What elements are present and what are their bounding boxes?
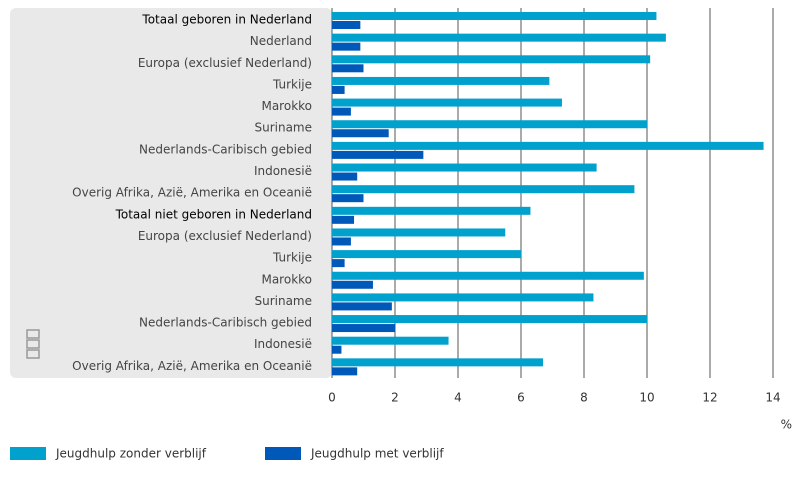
legend-label: Jeugdhulp met verblijf — [310, 447, 444, 461]
bar — [332, 55, 651, 64]
bar — [332, 33, 666, 42]
label-panel — [10, 8, 332, 378]
y-tick-label: Overig Afrika, Azië, Amerika en Oceanië — [72, 359, 312, 373]
bar — [332, 98, 562, 107]
bar — [332, 141, 764, 150]
bar — [332, 76, 550, 85]
x-tick-label: 8 — [580, 391, 588, 405]
bar — [332, 345, 342, 354]
y-tick-label: Indonesië — [254, 337, 312, 351]
bar — [332, 150, 424, 159]
bar — [332, 358, 544, 367]
bar — [332, 163, 597, 172]
bar — [332, 237, 351, 246]
bar — [332, 21, 361, 29]
bar — [332, 206, 531, 215]
x-tick-label: 4 — [454, 391, 462, 405]
bar — [332, 107, 351, 116]
x-tick-label: 6 — [517, 391, 525, 405]
y-tick-label: Nederlands-Caribisch gebied — [139, 316, 312, 330]
y-tick-label: Europa (exclusief Nederland) — [138, 56, 312, 70]
y-tick-label: Nederland — [250, 34, 312, 48]
y-tick-label: Totaal niet geboren in Nederland — [115, 207, 312, 221]
y-tick-label: Totaal geboren in Nederland — [141, 13, 312, 27]
y-tick-label: Turkije — [272, 251, 312, 265]
x-unit: % — [781, 418, 792, 432]
x-tick-label: 12 — [702, 391, 717, 405]
x-tick-label: 10 — [639, 391, 654, 405]
y-tick-label: Suriname — [254, 294, 312, 308]
bar — [332, 172, 358, 181]
bar — [332, 64, 364, 73]
bar — [332, 315, 647, 324]
y-tick-label: Indonesië — [254, 164, 312, 178]
y-tick-label: Suriname — [254, 121, 312, 135]
bar — [332, 336, 449, 345]
bar — [332, 85, 345, 94]
legend-label: Jeugdhulp zonder verblijf — [55, 447, 207, 461]
bar — [332, 324, 395, 333]
bar — [332, 129, 389, 138]
bar — [332, 12, 657, 20]
y-tick-label: Nederlands-Caribisch gebied — [139, 142, 312, 156]
bar — [332, 185, 635, 194]
x-tick-label: 14 — [765, 391, 780, 405]
y-tick-label: Marokko — [261, 272, 312, 286]
bar — [332, 280, 373, 289]
x-tick-label: 0 — [328, 391, 336, 405]
y-tick-label: Turkije — [272, 77, 312, 91]
legend-swatch — [265, 447, 301, 460]
y-tick-label: Marokko — [261, 99, 312, 113]
bar — [332, 120, 647, 129]
x-tick-label: 2 — [391, 391, 399, 405]
bar — [332, 302, 392, 311]
bar — [332, 194, 364, 203]
y-tick-label: Overig Afrika, Azië, Amerika en Oceanië — [72, 186, 312, 200]
legend-swatch — [10, 447, 46, 460]
y-tick-label: Europa (exclusief Nederland) — [138, 229, 312, 243]
bar — [332, 271, 644, 280]
bar — [332, 367, 358, 376]
bar — [332, 215, 355, 224]
bar — [332, 293, 594, 302]
bar — [332, 250, 521, 259]
bar — [332, 259, 345, 268]
bar — [332, 228, 506, 237]
logo — [26, 329, 40, 359]
bar — [332, 42, 361, 51]
